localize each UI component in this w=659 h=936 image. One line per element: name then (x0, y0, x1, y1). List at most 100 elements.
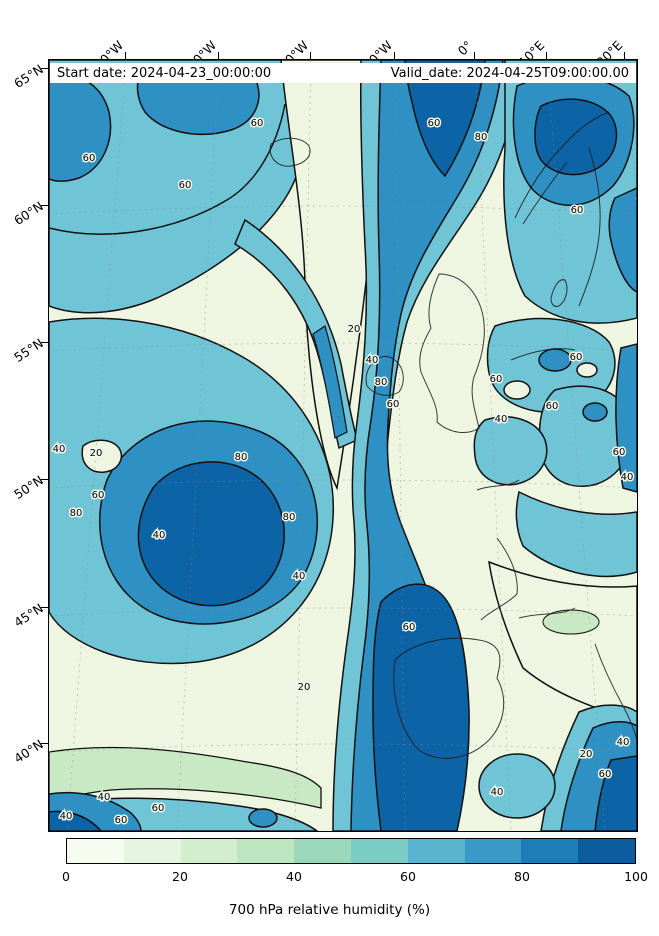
coastline-norway (514, 111, 610, 225)
contour-value-label: 80 (235, 452, 248, 463)
colorbar-segment (521, 839, 579, 863)
top-tick (218, 52, 220, 59)
colorbar-segment (578, 839, 635, 863)
lat-tick-label: 60°N (11, 198, 46, 229)
coastline-iberia (393, 637, 505, 759)
contour-region (49, 810, 102, 831)
graticule-line (394, 60, 406, 831)
contour-region (538, 348, 572, 372)
contour-value-label: 60 (428, 118, 441, 129)
top-tick (394, 52, 396, 59)
coastline-baltic (578, 147, 601, 307)
colorbar (66, 838, 636, 864)
contour-region (582, 402, 608, 422)
date-header: Start date: 2024-04-23_00:00:00 Valid_da… (50, 63, 636, 83)
contour-region (478, 753, 556, 819)
colorbar-segment (67, 839, 124, 863)
contour-value-label: 80 (283, 512, 296, 523)
contour-value-label: 60 (570, 352, 583, 363)
coastline-mediterranean (518, 607, 576, 619)
graticule-line (176, 60, 220, 831)
colorbar-tick-label: 60 (400, 869, 416, 884)
contour-value-label: 60 (490, 374, 503, 385)
graticule-line (294, 60, 312, 831)
coastline-france (476, 479, 520, 621)
contour-value-label: 60 (546, 401, 559, 412)
contour-value-label: 60 (115, 815, 128, 826)
contour-value-label: 20 (580, 749, 593, 760)
graticule-line (49, 342, 637, 352)
contour-value-label: 20 (90, 448, 103, 459)
coastline-iceland (269, 137, 311, 167)
contour-region (608, 187, 637, 293)
contour-value-label: 60 (613, 447, 626, 458)
contour-value-label: 60 (152, 803, 165, 814)
top-tick (546, 52, 548, 59)
colorbar-segment (294, 839, 351, 863)
colorbar-segment (350, 839, 408, 863)
coastline-great-britain (419, 273, 485, 434)
contour-value-label: 40 (491, 787, 504, 798)
top-tick (125, 52, 127, 59)
contour-value-label: 20 (298, 682, 311, 693)
left-tick (41, 68, 48, 70)
contour-region (372, 583, 470, 831)
colorbar-tick-label: 0 (62, 869, 70, 884)
contour-region (594, 755, 637, 831)
left-tick (41, 607, 48, 609)
contour-region (49, 746, 322, 809)
contour-region (515, 490, 637, 578)
colorbar-tick-label: 80 (514, 869, 530, 884)
contour-region (473, 416, 548, 486)
contour-labels: 60 60 60 60 80 60 20 40 80 60 60 60 40 60 80 20 40 60 80 40… (51, 117, 635, 828)
graticule-line (474, 60, 512, 831)
contour-value-label: 60 (251, 118, 264, 129)
colorbar-segment (407, 839, 465, 863)
contour-value-label: 40 (60, 811, 73, 822)
graticule-line (49, 743, 637, 753)
contour-region (404, 60, 486, 178)
colorbar-segment (464, 839, 522, 863)
contour-value-label: 40 (621, 472, 634, 483)
lat-tick-label: 45°N (11, 600, 46, 631)
colorbar-tick-label: 20 (172, 869, 188, 884)
valid-date-text: Valid_date: 2024-04-25T09:00:00.00 (390, 65, 629, 81)
coastline-ireland (365, 355, 404, 396)
colorbar-tick-label: 40 (286, 869, 302, 884)
contour-region (248, 808, 278, 828)
contour-value-label: 20 (348, 324, 361, 335)
colorbar-segment (180, 839, 238, 863)
contour-value-label: 60 (599, 769, 612, 780)
colorbar-segment (237, 839, 295, 863)
contour-value-label: 40 (98, 792, 111, 803)
contour-region (81, 439, 123, 473)
lat-tick-label: 55°N (11, 335, 46, 366)
lat-tick-label: 65°N (11, 61, 46, 92)
contour-value-label: 40 (617, 737, 630, 748)
contour-value-label: 40 (366, 355, 379, 366)
left-tick (41, 342, 48, 344)
coastlines (269, 111, 637, 759)
graticule-line (49, 479, 637, 489)
left-tick (41, 743, 48, 745)
contour-line (49, 103, 286, 235)
graticule-line (49, 607, 637, 617)
contour-region (503, 380, 531, 400)
contour-value-label: 40 (53, 444, 66, 455)
coastline-italy (594, 643, 637, 742)
field-fills (49, 60, 637, 831)
left-tick (41, 205, 48, 207)
contour-value-label: 60 (403, 622, 416, 633)
contour-region (488, 560, 637, 723)
colorbar-label: 700 hPa relative humidity (%) (228, 902, 431, 918)
contour-value-label: 80 (475, 132, 488, 143)
contour-region (312, 325, 348, 439)
lat-tick-label: 50°N (11, 472, 46, 503)
contour-region (615, 343, 637, 493)
contour-region (576, 362, 598, 378)
contour-value-label: 80 (375, 377, 388, 388)
contour-region (137, 461, 285, 607)
colorbar-segment (123, 839, 181, 863)
coastline-denmark (550, 279, 568, 307)
